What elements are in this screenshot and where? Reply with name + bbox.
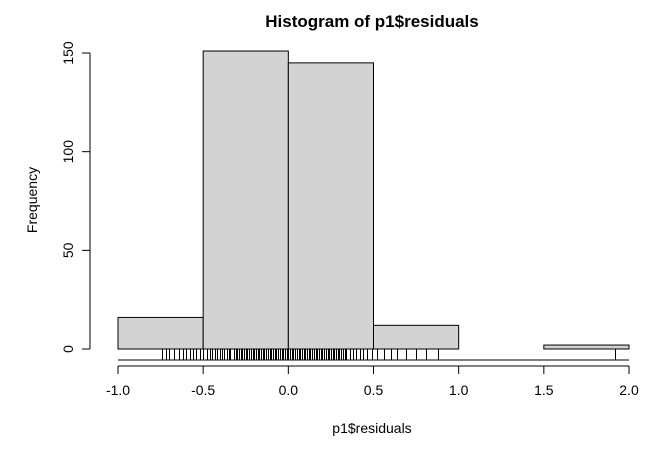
y-tick-label: 50 [60,242,76,258]
y-axis-label: Frequency [24,167,40,233]
x-axis: -1.0 -0.5 0.0 0.5 1.0 1.5 2.0 [106,365,639,398]
chart-title: Histogram of p1$residuals [265,12,479,31]
histogram-bar-1 [202,50,289,350]
x-tick-label: -0.5 [191,382,215,398]
x-axis-label: p1$residuals [332,420,411,436]
histogram-bar-2 [287,62,375,350]
x-tick-label: 1.5 [534,382,554,398]
x-tick-label: 0.5 [364,382,384,398]
bars-group [117,50,630,350]
histogram-bar-3 [373,324,460,350]
y-tick-label: 150 [60,41,76,65]
y-tick-label: 0 [60,345,76,353]
histogram-bar-0 [117,316,204,350]
x-tick-label: 2.0 [619,382,639,398]
histogram-bar-5 [543,344,630,350]
rug-group [162,349,616,360]
y-axis: 0 50 100 150 [60,41,91,353]
x-tick-label: 1.0 [449,382,469,398]
y-tick-label: 100 [60,140,76,164]
x-tick-label: -1.0 [106,382,130,398]
x-tick-label: 0.0 [279,382,299,398]
